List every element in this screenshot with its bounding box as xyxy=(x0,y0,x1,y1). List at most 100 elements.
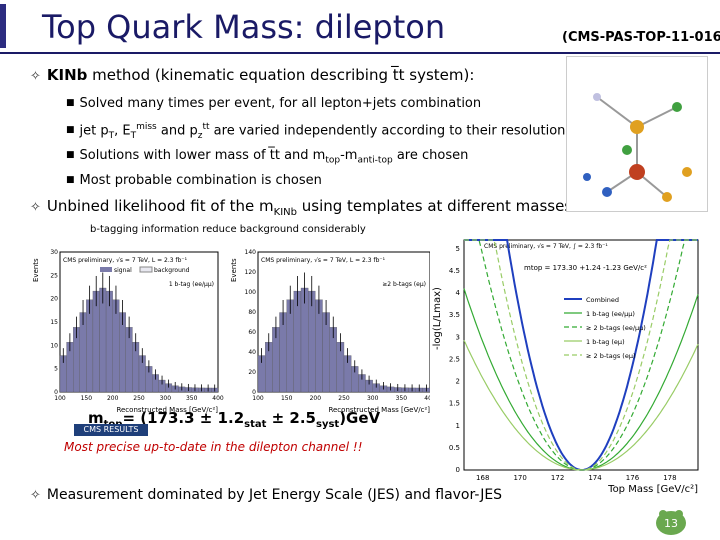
plot-header: CMS preliminary, √s = 7 TeV, ∫ = 2.3 fb⁻… xyxy=(484,243,608,250)
y-tick-label: 80 xyxy=(248,309,256,316)
y-tick-label: 100 xyxy=(245,289,257,296)
y-axis-label: -log(L/Lmax) xyxy=(432,287,443,350)
y-tick-label: 0 xyxy=(456,466,460,474)
precise-note: Most precise up-to-date in the dilepton … xyxy=(64,440,363,454)
feynman-diagram-figure xyxy=(566,56,708,212)
mass-histogram-2: CMS preliminary, √s = 7 TeV, L = 2.3 fb⁻… xyxy=(230,249,436,414)
x-tick-label: 100 xyxy=(252,395,264,402)
legend-signal: signal xyxy=(114,267,132,274)
cms-results-badge: CMS RESULTS xyxy=(74,424,148,436)
kinb-head: KINb xyxy=(46,66,88,84)
x-tick-label: 178 xyxy=(663,474,676,482)
reference-note: (CMS-PAS-TOP-11-016) xyxy=(562,30,720,45)
y-axis-label: Events xyxy=(32,258,40,282)
histogram-bar xyxy=(293,290,302,393)
y-tick-label: 40 xyxy=(248,349,256,356)
mass-unit: )GeV xyxy=(339,409,381,427)
x-tick-label: 168 xyxy=(476,474,489,482)
unbinned-rest: using templates at different masses xyxy=(296,197,573,215)
y-tick-label: 1.5 xyxy=(449,400,460,408)
x-tick-label: 100 xyxy=(54,395,66,402)
sub2-prefix: jet p xyxy=(79,123,109,139)
sub4-text: Most probable combination is chosen xyxy=(79,173,322,188)
x-tick-label: 400 xyxy=(212,395,224,402)
x-axis-label: Reconstructed Mass [GeV/c²] xyxy=(328,406,430,414)
x-tick-label: 200 xyxy=(107,395,119,402)
x-tick-label: 176 xyxy=(626,474,640,482)
y-tick-label: 3 xyxy=(456,333,460,341)
bullet-unbinned: ✧ Unbined likelihood fit of the mKINb usi… xyxy=(30,197,573,218)
title-bar: Top Quark Mass: dilepton (CMS-PAS-TOP-11… xyxy=(0,0,720,52)
y-tick-label: 10 xyxy=(50,342,58,349)
sub-bullet-3: ■ Solutions with lower mass of t̅t and mt… xyxy=(66,148,469,166)
legend-label: Combined xyxy=(586,296,619,304)
top-mass-result: mtop= (173.3 ± 1.2stat ± 2.5syst)GeV xyxy=(88,409,380,430)
frog-logo-icon xyxy=(656,510,686,535)
x-tick-label: 150 xyxy=(81,395,93,402)
legend-label: 1 b-tag (eμ) xyxy=(586,338,625,346)
sub-bullet-2: ■ jet pT, ETmiss and pztt are varied inde… xyxy=(66,122,573,141)
measurement-bullet: ✧ Measurement dominated by Jet Energy Sca… xyxy=(30,487,502,503)
x-tick-label: 250 xyxy=(338,395,350,402)
y-tick-label: 3.5 xyxy=(449,311,460,319)
measurement-text: Measurement dominated by Jet Energy Scal… xyxy=(46,487,503,503)
legend-label: 1 b-tag (ee/μμ) xyxy=(586,310,635,318)
title-rule xyxy=(0,52,720,54)
x-tick-label: 250 xyxy=(133,395,145,402)
y-tick-label: 4.5 xyxy=(449,267,460,275)
fit-result-label: mtop = 173.30 +1.24 -1.23 GeV/c² xyxy=(524,264,647,272)
y-tick-label: 15 xyxy=(50,319,58,326)
plot-header: CMS preliminary, √s = 7 TeV, L = 2.3 fb⁻… xyxy=(63,257,188,264)
y-tick-label: 5 xyxy=(54,366,58,373)
histogram-bar xyxy=(308,290,316,393)
y-tick-label: 5 xyxy=(456,245,460,253)
title-accent xyxy=(0,4,6,48)
mass-prefix: m xyxy=(88,409,104,427)
y-tick-label: 120 xyxy=(245,269,257,276)
x-tick-label: 350 xyxy=(396,395,408,402)
page-number: 13 xyxy=(664,517,678,530)
legend-bkg-swatch xyxy=(139,266,153,273)
y-tick-label: 1 xyxy=(456,422,460,430)
legend-label: ≥ 2 b-tags (ee/μμ) xyxy=(586,324,646,332)
x-axis-label: Top Mass [GeV/c²] xyxy=(607,484,698,495)
mass-plot-2btag: CMS preliminary, √s = 7 TeV, L = 2.3 fb⁻… xyxy=(228,236,438,416)
histogram-bar xyxy=(92,290,100,393)
x-tick-label: 350 xyxy=(186,395,198,402)
y-tick-label: 0 xyxy=(252,389,256,396)
kinb-rest: method (kinematic equation describing t̅… xyxy=(87,66,475,84)
x-tick-label: 150 xyxy=(281,395,293,402)
mass-histogram-1: CMS preliminary, √s = 7 TeV, L = 2.3 fb⁻… xyxy=(32,249,224,414)
legend-signal-swatch xyxy=(100,267,112,272)
histogram-bar xyxy=(300,287,309,393)
y-tick-label: 20 xyxy=(248,369,256,376)
x-tick-label: 174 xyxy=(588,474,602,482)
y-tick-label: 25 xyxy=(50,272,58,279)
mass-plot-1btag: CMS preliminary, √s = 7 TeV, L = 2.3 fb⁻… xyxy=(30,236,226,416)
likelihood-plot: CMS preliminary, √s = 7 TeV, ∫ = 2.3 fb⁻… xyxy=(430,228,706,500)
y-axis-label: Events xyxy=(230,258,238,282)
y-tick-label: 30 xyxy=(50,249,58,256)
y-tick-label: 0 xyxy=(54,389,58,396)
y-tick-label: 20 xyxy=(50,296,58,303)
syst-label: syst xyxy=(316,419,340,430)
legend-background: background xyxy=(154,267,190,274)
mass-value: = (173.3 ± 1.2 xyxy=(122,409,245,427)
diamond-bullet-icon: ✧ xyxy=(30,69,41,84)
sub3-rest: are chosen xyxy=(392,148,469,163)
stat-label: stat xyxy=(244,419,267,430)
bullet-kinb: ✧ KINb method (kinematic equation describ… xyxy=(30,66,474,84)
y-tick-label: 4 xyxy=(456,289,461,297)
x-axis-label: Reconstructed Mass [GeV/c²] xyxy=(116,406,218,414)
y-tick-label: 2.5 xyxy=(449,355,460,363)
x-tick-label: 200 xyxy=(310,395,322,402)
sub-bullet-1: ■ Solved many times per event, for all le… xyxy=(66,96,481,111)
slide-title: Top Quark Mass: dilepton xyxy=(42,8,446,46)
channel-label: ≥2 b-tags (eμ) xyxy=(382,281,426,288)
y-tick-label: 140 xyxy=(245,249,257,256)
channel-label: 1 b-tag (ee/μμ) xyxy=(169,281,214,288)
x-tick-label: 172 xyxy=(551,474,564,482)
diamond-bullet-icon: ✧ xyxy=(30,488,41,503)
histogram-bar xyxy=(105,290,113,393)
legend-label: ≥ 2 b-tags (eμ) xyxy=(586,352,636,360)
